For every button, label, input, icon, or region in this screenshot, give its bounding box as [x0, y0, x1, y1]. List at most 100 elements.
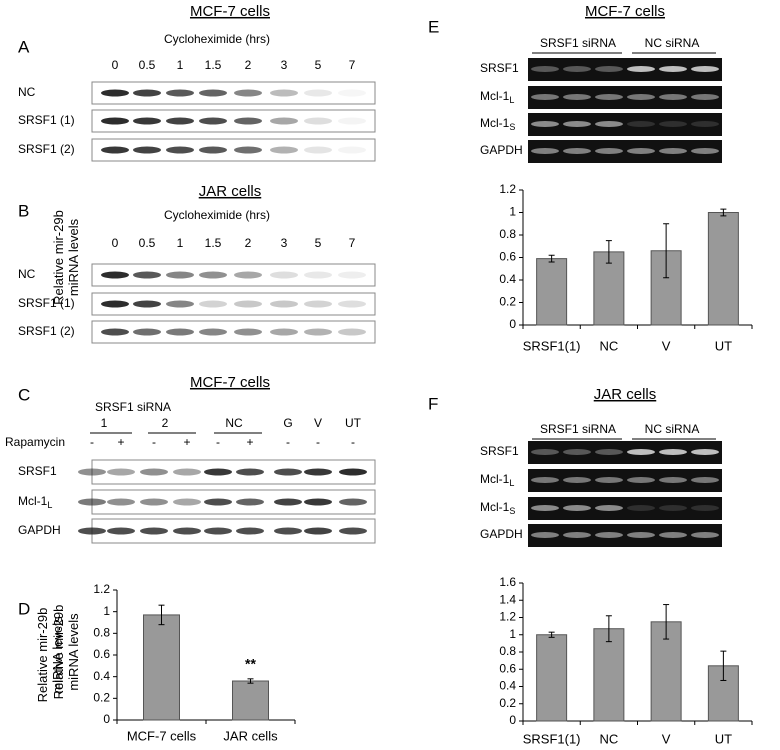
timepoint: 2 — [245, 236, 252, 250]
row-label: Mcl-1L — [480, 472, 514, 488]
treatment-label: Cycloheximide (hrs) — [164, 208, 270, 222]
band — [199, 328, 227, 336]
sign: - — [316, 435, 320, 449]
band — [101, 271, 129, 279]
row-label: SRSF1 (1) — [18, 113, 75, 127]
panel-title: MCF-7 cells — [190, 374, 270, 391]
band — [107, 527, 135, 535]
band — [691, 532, 719, 538]
y-axis-label-line: Relative mir-29b — [51, 210, 66, 305]
band — [531, 449, 559, 455]
band — [531, 94, 559, 100]
timepoint: 2 — [245, 58, 252, 72]
band — [563, 121, 591, 127]
timepoint: 0 — [112, 236, 119, 250]
gel-lane-bg — [528, 524, 722, 547]
panel-label: A — [18, 37, 30, 56]
band — [531, 148, 559, 154]
y-tick-label: 0.6 — [499, 661, 516, 675]
y-tick-label: 0.8 — [499, 227, 516, 241]
band — [133, 328, 161, 336]
row-label: SRSF1 (2) — [18, 324, 75, 338]
gel-lane-bg — [528, 58, 722, 81]
band — [595, 477, 623, 483]
band — [659, 532, 687, 538]
band — [627, 505, 655, 511]
x-tick-label: NC — [599, 731, 618, 746]
sign: - — [286, 435, 290, 449]
band — [274, 468, 302, 476]
band — [339, 527, 367, 535]
band — [304, 117, 332, 125]
bar — [536, 258, 568, 326]
row-label-sub: S — [509, 122, 515, 132]
blot-frame — [91, 81, 376, 105]
band — [304, 300, 332, 308]
row-label: SRSF1 (1) — [18, 296, 75, 310]
band — [338, 328, 366, 336]
band — [563, 148, 591, 154]
annotation: ** — [245, 656, 256, 672]
band — [270, 300, 298, 308]
band — [595, 532, 623, 538]
group-label: SRSF1 siRNA — [95, 400, 171, 414]
lane-label: UT — [345, 416, 362, 430]
timepoint: 1 — [177, 236, 184, 250]
timepoint: 0 — [112, 58, 119, 72]
bar — [536, 634, 568, 722]
band — [199, 89, 227, 97]
timepoint: 1.5 — [205, 236, 222, 250]
band — [338, 117, 366, 125]
band — [133, 300, 161, 308]
row-label-main: Mcl-1 — [18, 494, 48, 508]
x-tick-label: UT — [715, 338, 732, 353]
band — [133, 89, 161, 97]
y-tick-label: 0.4 — [499, 272, 516, 286]
y-axis-label-line: Relative mir-29b — [51, 605, 66, 700]
band — [236, 468, 264, 476]
band — [199, 146, 227, 154]
band — [133, 271, 161, 279]
panel-label: F — [428, 394, 438, 413]
y-tick-label: 1.2 — [499, 610, 516, 624]
band — [563, 477, 591, 483]
gel-lane-bg — [528, 497, 722, 520]
row-label: SRSF1 — [480, 444, 519, 458]
gel-lane-bg — [528, 469, 722, 492]
panel-label: B — [18, 201, 29, 220]
y-tick-label: 1.2 — [499, 182, 516, 196]
band — [691, 66, 719, 72]
band — [563, 66, 591, 72]
row-label: SRSF1 (2) — [18, 142, 75, 156]
sign: - — [90, 435, 94, 449]
band — [304, 271, 332, 279]
y-tick-label: 0.2 — [499, 295, 516, 309]
x-tick-label: NC — [599, 338, 618, 353]
band — [166, 146, 194, 154]
band — [531, 66, 559, 72]
band — [234, 271, 262, 279]
sign: + — [246, 435, 253, 449]
y-tick-label: 0.6 — [93, 647, 110, 661]
y-tick-label: 1.2 — [93, 582, 110, 596]
band — [101, 328, 129, 336]
y-axis-label: Relative mir-29bmiRNA levels — [35, 608, 65, 703]
band — [140, 527, 168, 535]
y-axis-label-line: Relative mir-29b — [35, 608, 50, 703]
band — [595, 148, 623, 154]
y-tick-label: 0.8 — [499, 644, 516, 658]
timepoint: 0.5 — [139, 236, 156, 250]
band — [234, 117, 262, 125]
band — [338, 300, 366, 308]
band — [304, 468, 332, 476]
band — [659, 66, 687, 72]
row-label-main: Mcl-1 — [480, 500, 510, 514]
band — [270, 146, 298, 154]
y-tick-label: 1 — [509, 205, 516, 219]
timepoint: 1.5 — [205, 58, 222, 72]
band — [304, 146, 332, 154]
band — [236, 527, 264, 535]
treatment-label: Cycloheximide (hrs) — [164, 32, 270, 46]
band — [204, 498, 232, 506]
band — [166, 328, 194, 336]
